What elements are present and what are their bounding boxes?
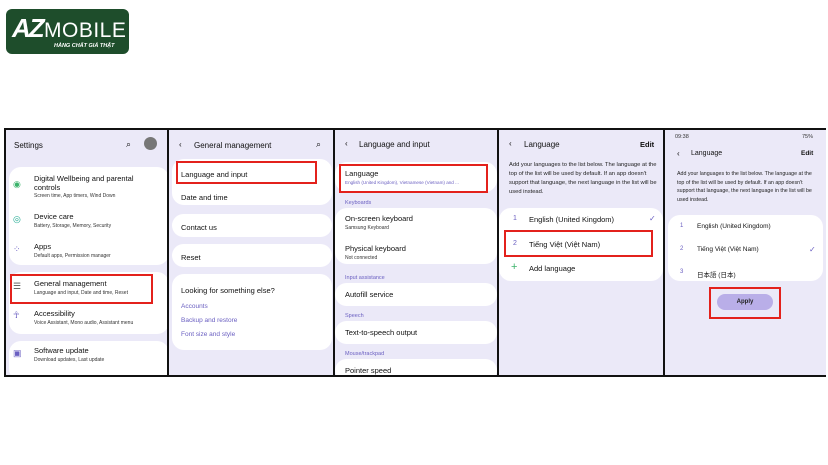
check-icon: ✓ <box>809 245 816 254</box>
highlight-box <box>10 274 153 304</box>
lang-english[interactable]: English (United Kingdom) <box>697 223 771 230</box>
add-language-button[interactable]: Add language <box>529 264 576 273</box>
item-language-and-input[interactable]: Language and input <box>181 170 248 179</box>
page-title: Language and input <box>359 140 430 149</box>
screenshots-strip: Settings ⌕ ◉ Digital Wellbeing and paren… <box>4 128 826 377</box>
software-update-icon: ▣ <box>13 348 22 358</box>
link-backup[interactable]: Backup and restore <box>181 317 238 324</box>
language-screen: ‹ Language Edit Add your languages to th… <box>499 130 663 375</box>
item-autofill[interactable]: Autofill service <box>345 290 394 299</box>
language-and-input-screen: ‹ Language and input Language English (U… <box>335 130 497 375</box>
back-icon[interactable]: ‹ <box>179 140 182 149</box>
language-apply-screen: 09:38 75% ‹ Language Edit Add your langu… <box>665 130 826 375</box>
back-icon[interactable]: ‹ <box>345 139 348 148</box>
edit-button[interactable]: Edit <box>640 140 655 149</box>
item-general-management[interactable]: General management <box>34 279 107 288</box>
looking-heading: Looking for something else? <box>181 286 275 295</box>
highlight-box <box>504 230 653 257</box>
link-font-size[interactable]: Font size and style <box>181 331 236 338</box>
general-management-screen: ‹ General management ⌕ Language and inpu… <box>169 130 333 375</box>
link-accounts[interactable]: Accounts <box>181 303 208 310</box>
digital-wellbeing-icon: ◉ <box>13 179 21 189</box>
item-reset[interactable]: Reset <box>181 253 201 262</box>
highlight-box <box>709 287 781 319</box>
highlight-box <box>339 164 488 193</box>
page-title: General management <box>194 141 272 150</box>
page-title: Language <box>524 140 560 149</box>
item-onscreen-keyboard[interactable]: On-screen keyboard <box>345 214 413 223</box>
back-icon[interactable]: ‹ <box>509 139 512 148</box>
lang-japanese[interactable]: 日本語 (日本) <box>697 272 736 279</box>
edit-button[interactable]: Edit <box>801 150 814 157</box>
item-physical-keyboard[interactable]: Physical keyboard <box>345 244 406 253</box>
apps-icon: ⁘ <box>13 244 21 254</box>
apply-button[interactable]: Apply <box>717 294 773 310</box>
item-digital-wellbeing[interactable]: Digital Wellbeing and parental controls <box>34 174 134 192</box>
highlight-box <box>176 161 317 184</box>
device-care-icon: ◎ <box>13 214 21 224</box>
item-tts[interactable]: Text-to-speech output <box>345 328 418 337</box>
item-language[interactable]: Language <box>345 169 379 178</box>
item-date-and-time[interactable]: Date and time <box>181 193 228 202</box>
back-icon[interactable]: ‹ <box>677 149 680 158</box>
status-battery: 75% <box>802 134 814 140</box>
page-title: Settings <box>14 141 43 150</box>
avatar[interactable] <box>144 137 157 150</box>
item-contact-us[interactable]: Contact us <box>181 223 217 232</box>
status-time: 09:38 <box>675 134 689 140</box>
plus-icon: + <box>511 261 518 273</box>
settings-screen: Settings ⌕ ◉ Digital Wellbeing and paren… <box>6 130 167 375</box>
item-apps[interactable]: Apps <box>34 242 52 251</box>
item-device-care[interactable]: Device care <box>34 212 74 221</box>
lang-vietnamese[interactable]: Tiếng Việt (Việt Nam) <box>529 240 601 249</box>
item-pointer-speed[interactable]: Pointer speed <box>345 366 392 375</box>
check-icon: ✓ <box>649 214 656 223</box>
sliders-icon: ☰ <box>13 281 22 291</box>
item-software-update[interactable]: Software update <box>34 346 89 355</box>
accessibility-icon: ☥ <box>13 310 20 320</box>
search-icon[interactable]: ⌕ <box>316 139 322 149</box>
lang-english[interactable]: English (United Kingdom) <box>529 215 615 224</box>
search-icon[interactable]: ⌕ <box>126 139 132 149</box>
item-accessibility[interactable]: Accessibility <box>34 309 75 318</box>
lang-vietnamese[interactable]: Tiếng Việt (Việt Nam) <box>697 246 759 253</box>
page-title: Language <box>691 150 723 157</box>
az-mobile-logo: AZ MOBILE HÀNG CHẤT GIÁ THẬT <box>6 9 129 54</box>
